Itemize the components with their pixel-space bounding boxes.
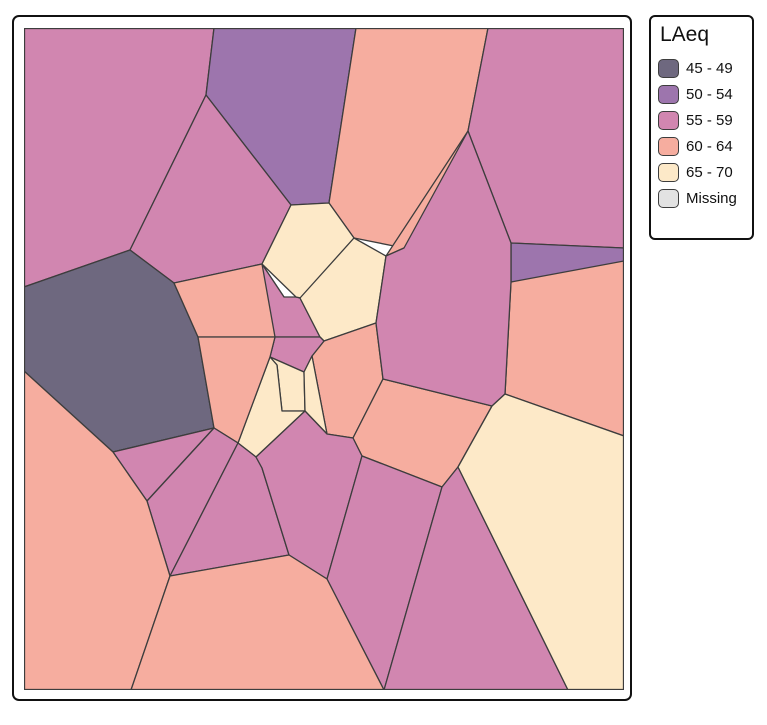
legend-label: 60 - 64 <box>686 137 733 155</box>
legend-swatch <box>658 110 679 130</box>
legend-label: 65 - 70 <box>686 163 733 181</box>
noise-level-map <box>24 28 624 690</box>
legend-item: Missing <box>658 185 752 211</box>
legend-swatch <box>658 188 679 208</box>
legend-item: 50 - 54 <box>658 81 752 107</box>
legend-item: 60 - 64 <box>658 133 752 159</box>
legend-swatch <box>658 162 679 182</box>
legend-swatch <box>658 58 679 78</box>
map-cell <box>130 554 385 690</box>
legend-item: 45 - 49 <box>658 55 752 81</box>
legend-title: LAeq <box>660 23 710 46</box>
map-cell <box>383 466 569 690</box>
legend-swatch <box>658 84 679 104</box>
map-cell <box>197 336 276 444</box>
legend-item: 65 - 70 <box>658 159 752 185</box>
legend-label: 50 - 54 <box>686 85 733 103</box>
map-border <box>24 28 624 690</box>
map-cell <box>457 393 624 690</box>
map-cell <box>326 455 443 690</box>
legend-swatch <box>658 136 679 156</box>
legend-label: 45 - 49 <box>686 59 733 77</box>
map-cell <box>375 130 512 407</box>
legend-label: Missing <box>686 189 737 207</box>
legend-label: 55 - 59 <box>686 111 733 129</box>
map-legend: LAeq 45 - 49 50 - 54 55 - 59 60 - 64 65 … <box>649 15 754 240</box>
legend-item: 55 - 59 <box>658 107 752 133</box>
